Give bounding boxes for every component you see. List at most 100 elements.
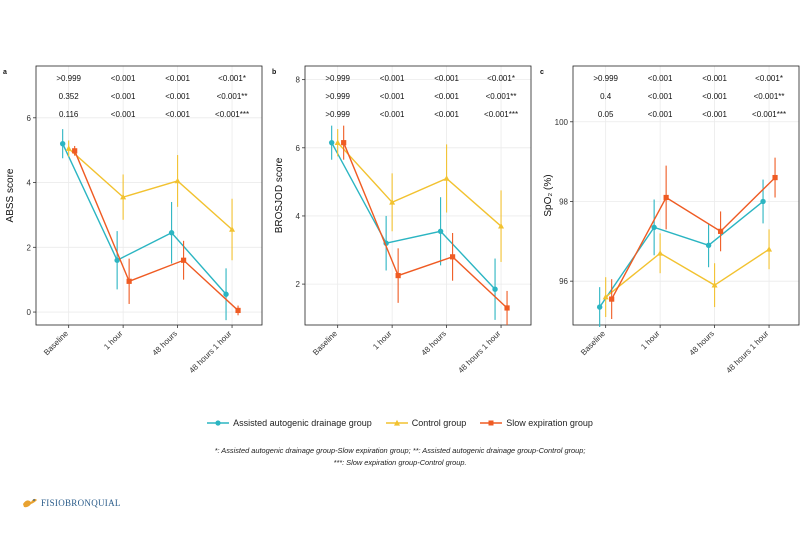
p-value-label: <0.001 <box>702 110 727 119</box>
legend: Assisted autogenic drainage group Contro… <box>0 418 800 428</box>
data-point-triangle <box>602 293 609 300</box>
p-value-label: <0.001 <box>380 92 405 101</box>
x-tick-label: 1 hour <box>371 329 394 352</box>
x-tick-label: 48 hours <box>151 329 179 357</box>
data-point-square <box>449 254 456 260</box>
p-value-label: <0.001** <box>217 92 248 101</box>
p-value-label: <0.001 <box>702 74 727 83</box>
p-value-label: <0.001 <box>111 110 136 119</box>
logo-bird-icon <box>23 498 37 508</box>
data-point-square <box>341 140 347 146</box>
data-point-square <box>180 257 187 263</box>
y-axis-title-a: ABSS score <box>5 168 16 222</box>
legend-circle-icon <box>207 420 230 426</box>
legend-triangle-icon <box>385 419 408 426</box>
data-point-square <box>772 174 778 181</box>
data-point-circle <box>492 286 498 292</box>
data-point-circle <box>437 228 444 234</box>
p-value-label: <0.001* <box>755 74 783 83</box>
panel-label-b: b <box>272 69 276 76</box>
panel-border-b <box>304 65 532 326</box>
x-tick-label: 48 hours <box>688 329 716 357</box>
x-tick-label: Baseline <box>579 329 607 357</box>
x-tick-label: Baseline <box>42 329 70 357</box>
data-point-square <box>126 278 132 284</box>
p-value-label: <0.001*** <box>752 110 786 119</box>
data-point-square <box>72 148 78 154</box>
p-value-label: <0.001 <box>165 74 190 83</box>
data-point-square <box>717 228 724 234</box>
p-value-label: <0.001** <box>486 92 517 101</box>
p-value-label: <0.001* <box>218 74 246 83</box>
data-point-triangle <box>498 222 505 229</box>
data-point-triangle <box>334 139 341 145</box>
p-value-label: <0.001 <box>165 92 190 101</box>
data-point-circle <box>705 242 712 249</box>
y-tick-label: 8 <box>296 76 301 85</box>
series-line-square <box>611 177 776 300</box>
series-line-triangle <box>68 148 233 231</box>
data-point-circle <box>596 304 603 310</box>
series-line-circle <box>599 200 764 308</box>
p-value-label: <0.001 <box>111 92 136 101</box>
p-value-label: <0.001** <box>754 92 785 101</box>
panel-label-a: a <box>3 69 7 76</box>
p-value-label: 0.116 <box>59 110 79 119</box>
x-tick-label: 48 hours <box>420 329 448 357</box>
panel-label-c: c <box>540 69 544 76</box>
legend-item-slow: Slow expiration group <box>480 418 593 428</box>
legend-square-icon <box>480 420 503 426</box>
y-tick-label: 4 <box>296 212 301 221</box>
y-tick-label: 2 <box>296 280 301 289</box>
series-line-circle <box>331 142 496 290</box>
data-point-triangle <box>120 193 127 200</box>
data-point-triangle <box>229 226 236 232</box>
p-value-label: <0.001 <box>648 92 673 101</box>
series-line-triangle <box>605 248 770 298</box>
data-point-circle <box>328 139 335 146</box>
footnote-line-1: *: Assisted autogenic drainage group-Slo… <box>214 446 586 455</box>
x-tick-label: 1 hour <box>639 329 662 352</box>
p-value-label: <0.001*** <box>484 110 518 119</box>
x-tick-label: 48 hours 1 hour <box>724 329 770 375</box>
data-point-triangle <box>443 175 450 181</box>
p-value-label: >0.999 <box>325 92 350 101</box>
legend-item-control: Control group <box>385 418 466 428</box>
footnote-line-2: ***: Slow expiration group-Control group… <box>333 458 467 467</box>
y-tick-label: 2 <box>27 243 32 252</box>
p-value-label: <0.001 <box>434 92 459 101</box>
p-value-label: <0.001 <box>434 74 459 83</box>
data-point-triangle <box>657 250 664 256</box>
logo: FISIOBRONQUIAL <box>22 496 121 510</box>
p-value-label: <0.001 <box>702 92 727 101</box>
p-value-label: >0.999 <box>593 74 618 83</box>
x-tick-label: 48 hours 1 hour <box>456 329 502 375</box>
p-value-label: <0.001 <box>165 110 190 119</box>
p-value-label: 0.05 <box>598 110 614 119</box>
data-point-square <box>235 307 241 314</box>
y-tick-label: 4 <box>27 179 32 188</box>
x-tick-label: 48 hours 1 hour <box>187 329 233 375</box>
y-axis-title-c: SpO₂ (%) <box>543 174 554 216</box>
data-point-square <box>395 272 401 279</box>
p-value-label: 0.4 <box>600 92 612 101</box>
data-point-triangle <box>711 281 718 288</box>
data-point-circle <box>760 198 766 205</box>
p-value-label: >0.999 <box>325 74 350 83</box>
data-point-triangle <box>174 177 181 184</box>
p-value-label: <0.001* <box>487 74 515 83</box>
p-value-label: <0.001 <box>380 110 405 119</box>
data-point-circle <box>651 224 657 231</box>
series-line-square <box>74 150 239 311</box>
x-tick-label: Baseline <box>311 329 339 357</box>
data-point-triangle <box>389 199 396 205</box>
data-point-circle <box>168 230 175 236</box>
p-value-label: <0.001 <box>380 74 405 83</box>
p-value-label: <0.001 <box>648 74 673 83</box>
y-tick-label: 96 <box>559 277 568 286</box>
x-tick-label: 1 hour <box>102 329 125 352</box>
logo-text: FISIOBRONQUIAL <box>41 498 121 508</box>
y-tick-label: 6 <box>27 114 32 123</box>
data-point-circle <box>59 141 66 147</box>
data-point-circle <box>114 257 120 263</box>
